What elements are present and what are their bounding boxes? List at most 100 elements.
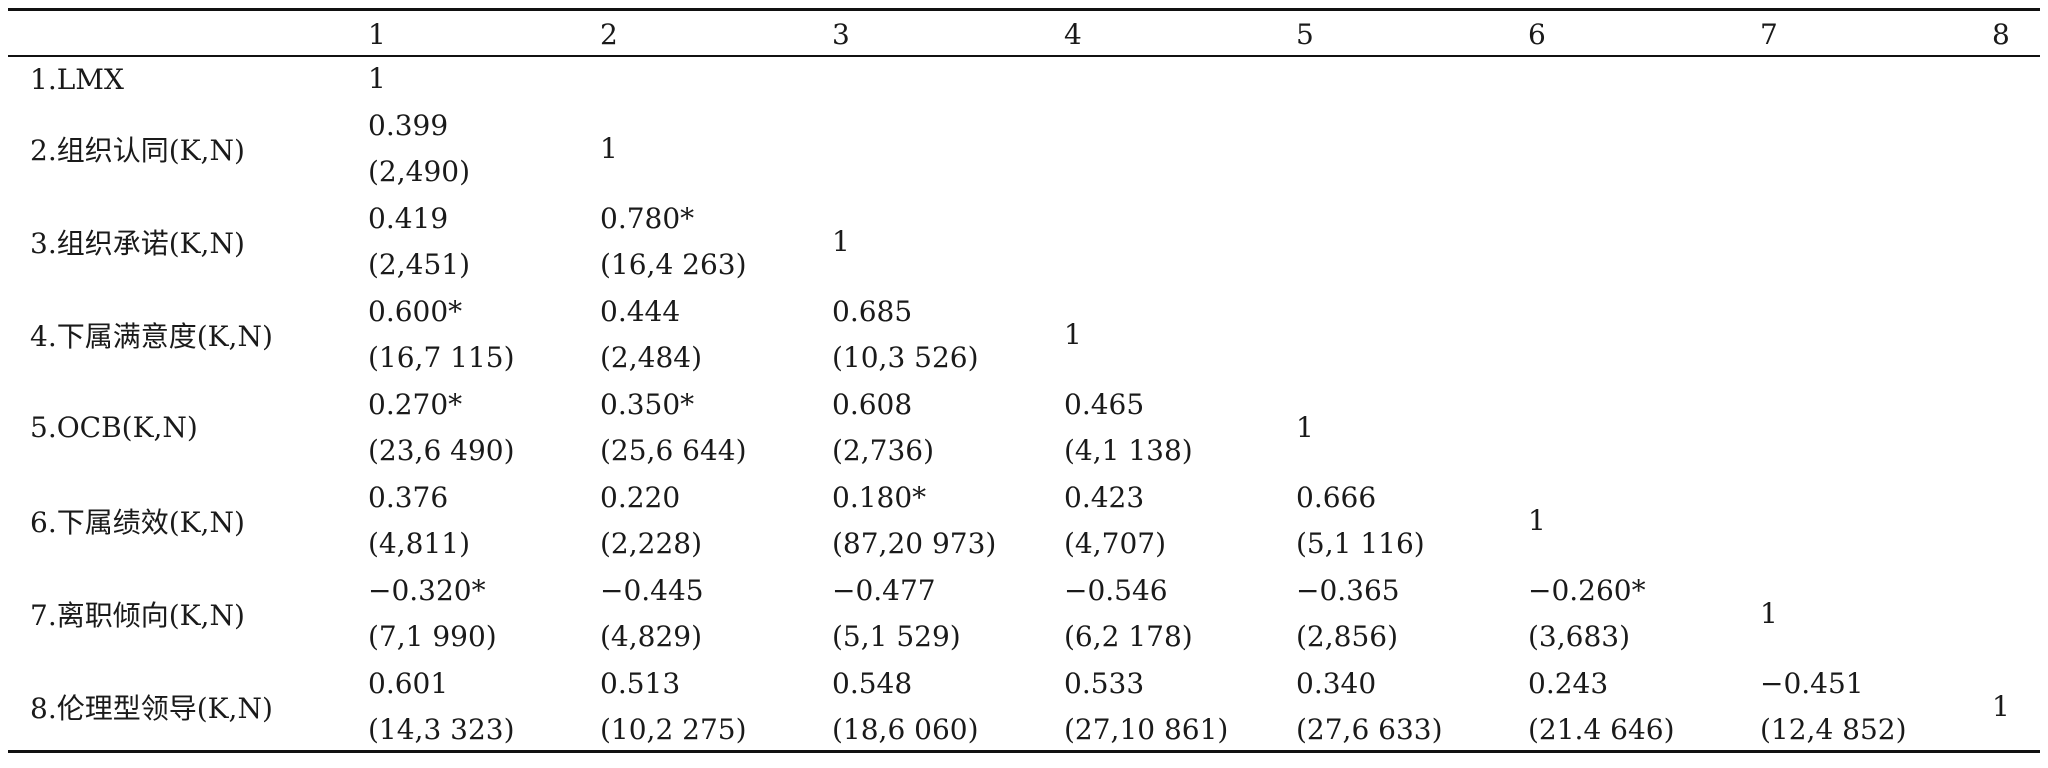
row-label: 5.OCB(K,N) <box>30 411 198 444</box>
empty-cell <box>1296 288 1528 381</box>
correlation-value: 0.423 <box>1064 480 1145 514</box>
cell-stack: 0.340 (27,6 633) <box>1296 661 1528 753</box>
table-cell: 0.600* (16,7 115) <box>368 288 600 381</box>
cell-stack: −0.320* (7,1 990) <box>368 568 600 660</box>
table-cell: 0.340 (27,6 633) <box>1296 660 1528 753</box>
table-body: 1.LMX 1 2.组织认同(K,N) 0.399 (2,490) 1 3.组织承诺(K,N… <box>8 56 2040 753</box>
header-rule <box>8 55 2040 57</box>
correlation-value: 0.465 <box>1064 387 1145 421</box>
k-n-value: (23,6 490) <box>368 433 515 467</box>
correlation-value: 0.419 <box>368 201 449 235</box>
correlation-value: 0.444 <box>600 294 681 328</box>
header-cell-8: 8 <box>1992 17 2010 51</box>
top-rule <box>8 8 2040 11</box>
correlation-value: −0.445 <box>600 573 704 607</box>
empty-cell <box>1992 381 2040 474</box>
table-cell: 1 <box>1992 660 2040 753</box>
cell-stack: 0.608 (2,736) <box>832 382 1064 474</box>
correlation-value: −0.451 <box>1760 666 1864 700</box>
diagonal-value: 1 <box>1064 317 1082 351</box>
correlation-value: 0.243 <box>1528 666 1609 700</box>
header-cell-4: 4 <box>1064 17 1082 51</box>
empty-cell <box>1296 195 1528 288</box>
correlation-value: 0.608 <box>832 387 913 421</box>
empty-cell <box>600 56 832 102</box>
empty-cell <box>1992 195 2040 288</box>
correlation-value: 0.666 <box>1296 480 1377 514</box>
empty-cell <box>1760 288 1992 381</box>
correlation-value: 0.220 <box>600 480 681 514</box>
cell-stack: −0.546 (6,2 178) <box>1064 568 1296 660</box>
k-n-value: (7,1 990) <box>368 619 497 653</box>
correlation-value: −0.365 <box>1296 573 1400 607</box>
empty-cell <box>1992 474 2040 567</box>
k-n-value: (2,490) <box>368 154 471 188</box>
row-label: 3.组织承诺(K,N) <box>30 226 245 260</box>
correlation-table: 1 2 3 4 5 6 7 8 1.LMX 1 2.组织认同(K,N) 0.399 (2… <box>8 8 2040 753</box>
diagonal-value: 1 <box>368 62 386 95</box>
table-row: 7.离职倾向(K,N) −0.320* (7,1 990) −0.445 (4,829)… <box>8 567 2040 660</box>
table-cell: 1 <box>600 102 832 195</box>
table-cell: 1 <box>368 56 600 102</box>
row-label: 7.离职倾向(K,N) <box>30 598 245 632</box>
table-cell: 0.465 (4,1 138) <box>1064 381 1296 474</box>
empty-cell <box>1760 381 1992 474</box>
correlation-value: −0.320* <box>368 573 486 607</box>
table-cell: 1 <box>1064 288 1296 381</box>
diagonal-value: 1 <box>600 131 618 165</box>
header-cell-5: 5 <box>1296 17 1314 51</box>
correlation-value: 0.376 <box>368 480 449 514</box>
row-label: 1.LMX <box>30 62 124 96</box>
k-n-value: (4,1 138) <box>1064 433 1193 467</box>
empty-cell <box>1064 195 1296 288</box>
table-cell: 0.376 (4,811) <box>368 474 600 567</box>
table-cell: −0.320* (7,1 990) <box>368 567 600 660</box>
table-header: 1 2 3 4 5 6 7 8 <box>8 8 2040 56</box>
table-cell: 0.419 (2,451) <box>368 195 600 288</box>
table-cell: 0.548 (18,6 060) <box>832 660 1064 753</box>
cell-stack: 0.601 (14,3 323) <box>368 661 600 753</box>
k-n-value: (3,683) <box>1528 619 1631 653</box>
correlation-table-container: 1 2 3 4 5 6 7 8 1.LMX 1 2.组织认同(K,N) 0.399 (2… <box>8 8 2040 753</box>
k-n-value: (27,6 633) <box>1296 712 1443 746</box>
table-cell: −0.546 (6,2 178) <box>1064 567 1296 660</box>
table-cell: −0.365 (2,856) <box>1296 567 1528 660</box>
table-cell: 1 <box>1760 567 1992 660</box>
k-n-value: (16,7 115) <box>368 340 515 374</box>
k-n-value: (5,1 529) <box>832 619 961 653</box>
table-cell: −0.451 (12,4 852) <box>1760 660 1992 753</box>
table-cell: 0.685 (10,3 526) <box>832 288 1064 381</box>
cell-stack: 0.666 (5,1 116) <box>1296 475 1528 567</box>
k-n-value: (4,811) <box>368 526 471 560</box>
table-cell: −0.445 (4,829) <box>600 567 832 660</box>
empty-cell <box>1760 474 1992 567</box>
cell-stack: −0.451 (12,4 852) <box>1760 661 1992 753</box>
table-cell: 0.399 (2,490) <box>368 102 600 195</box>
correlation-value: 0.340 <box>1296 666 1377 700</box>
table-cell: 0.243 (21.4 646) <box>1528 660 1760 753</box>
k-n-value: (5,1 116) <box>1296 526 1425 560</box>
empty-cell <box>1528 288 1760 381</box>
k-n-value: (2,228) <box>600 526 703 560</box>
empty-cell <box>1992 102 2040 195</box>
empty-cell <box>1064 102 1296 195</box>
table-cell: 0.533 (27,10 861) <box>1064 660 1296 753</box>
cell-stack: 0.600* (16,7 115) <box>368 289 600 381</box>
cell-stack: 0.376 (4,811) <box>368 475 600 567</box>
cell-stack: −0.260* (3,683) <box>1528 568 1760 660</box>
bottom-rule <box>8 750 2040 753</box>
cell-stack: 0.220 (2,228) <box>600 475 832 567</box>
empty-cell <box>1992 56 2040 102</box>
row-label: 8.伦理型领导(K,N) <box>30 691 273 725</box>
k-n-value: (14,3 323) <box>368 712 515 746</box>
table-cell: 0.444 (2,484) <box>600 288 832 381</box>
table-cell: 1 <box>832 195 1064 288</box>
k-n-value: (6,2 178) <box>1064 619 1193 653</box>
cell-stack: 0.243 (21.4 646) <box>1528 661 1760 753</box>
cell-stack: 0.270* (23,6 490) <box>368 382 600 474</box>
header-cell-corner <box>8 8 368 56</box>
correlation-value: 0.180* <box>832 480 927 514</box>
correlation-value: 0.548 <box>832 666 913 700</box>
empty-cell <box>1992 567 2040 660</box>
cell-stack: −0.365 (2,856) <box>1296 568 1528 660</box>
